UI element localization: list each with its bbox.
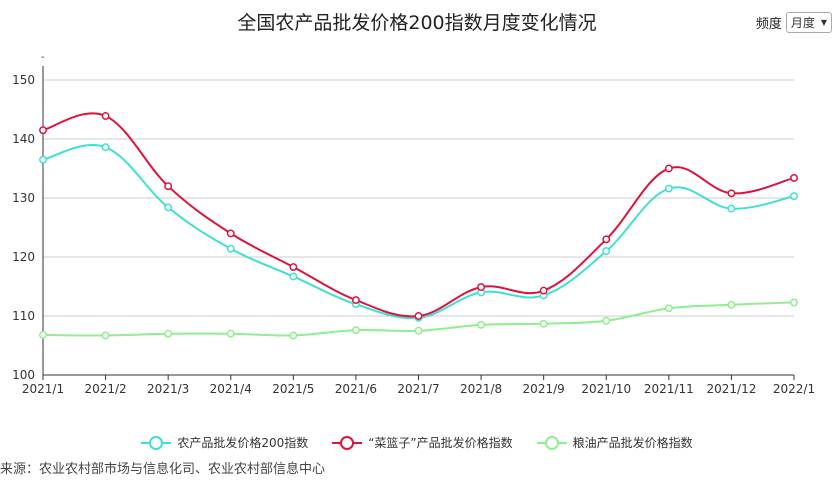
- data-point[interactable]: [664, 184, 673, 193]
- data-point[interactable]: [289, 331, 298, 340]
- legend-item-0[interactable]: 农产品批发价格200指数: [141, 434, 308, 451]
- data-point[interactable]: [39, 155, 47, 164]
- data-point[interactable]: [664, 304, 673, 313]
- data-point[interactable]: [539, 319, 548, 328]
- data-point[interactable]: [790, 173, 798, 182]
- legend-marker: [149, 435, 164, 450]
- x-tick-label: 2021/5: [272, 382, 314, 396]
- data-point[interactable]: [414, 312, 423, 320]
- x-tick-label: 2021/12: [706, 382, 756, 396]
- data-point[interactable]: [289, 272, 298, 281]
- legend-item-1[interactable]: “菜篮子”产品批发价格指数: [332, 434, 513, 451]
- data-point[interactable]: [727, 204, 736, 213]
- data-point[interactable]: [164, 329, 173, 338]
- legend-swatch: [332, 435, 363, 450]
- x-tick-label: 2021/11: [644, 382, 694, 396]
- y-tick-label: 130: [12, 191, 35, 205]
- legend-label: 粮油产品批发价格指数: [572, 436, 693, 450]
- chart-legend: 农产品批发价格200指数 “菜篮子”产品批发价格指数 粮油产品批发价格指数: [0, 434, 834, 451]
- y-tick-label: 150: [12, 73, 35, 87]
- data-point[interactable]: [164, 182, 173, 191]
- x-tick-label: 2021/8: [460, 382, 502, 396]
- legend-marker: [544, 435, 559, 450]
- x-tick-label: 2021/10: [581, 382, 631, 396]
- data-point[interactable]: [226, 244, 235, 253]
- frequency-control: 频度 月度 ▼: [756, 12, 832, 33]
- data-point[interactable]: [39, 330, 47, 339]
- data-point[interactable]: [727, 189, 736, 198]
- legend-label: “菜篮子”产品批发价格指数: [368, 436, 513, 450]
- legend-swatch: [536, 435, 567, 450]
- data-point[interactable]: [226, 329, 235, 338]
- y-axis-marker: -: [41, 52, 45, 63]
- data-point[interactable]: [39, 126, 47, 135]
- x-tick-label: 2021/4: [210, 382, 252, 396]
- y-tick-label: 120: [12, 250, 35, 264]
- data-point[interactable]: [101, 143, 110, 152]
- data-point[interactable]: [602, 235, 611, 244]
- x-tick-label: 2022/1: [773, 382, 815, 396]
- source-note: 来源：农业农村部市场与信息化司、农业农村部信息中心: [0, 462, 326, 477]
- y-tick-label: 100: [12, 368, 35, 382]
- data-point[interactable]: [351, 296, 360, 305]
- chevron-down-icon: ▼: [820, 18, 827, 27]
- data-point[interactable]: [477, 283, 486, 292]
- x-tick-label: 2021/2: [84, 382, 126, 396]
- x-tick-label: 2021/1: [22, 382, 64, 396]
- x-tick-label: 2021/6: [335, 382, 377, 396]
- data-point[interactable]: [101, 331, 110, 340]
- legend-item-2[interactable]: 粮油产品批发价格指数: [536, 434, 693, 451]
- legend-marker: [340, 435, 355, 450]
- data-point[interactable]: [539, 286, 548, 295]
- x-tick-label: 2021/7: [397, 382, 439, 396]
- legend-label: 农产品批发价格200指数: [177, 436, 309, 450]
- data-point[interactable]: [226, 229, 235, 238]
- y-tick-label: 140: [12, 132, 35, 146]
- data-point[interactable]: [664, 164, 673, 173]
- legend-swatch: [141, 435, 172, 450]
- data-point[interactable]: [289, 263, 298, 271]
- frequency-label: 频度: [755, 17, 782, 32]
- frequency-select[interactable]: 月度 ▼: [785, 12, 832, 33]
- data-point[interactable]: [164, 203, 173, 212]
- data-point[interactable]: [477, 320, 486, 329]
- y-tick-label: 110: [12, 309, 35, 323]
- data-point[interactable]: [351, 326, 360, 335]
- data-point[interactable]: [790, 192, 798, 201]
- x-tick-label: 2021/3: [147, 382, 189, 396]
- data-point[interactable]: [414, 326, 423, 335]
- chart-title: 全国农产品批发价格200指数月度变化情况: [237, 12, 597, 34]
- data-point[interactable]: [101, 112, 110, 120]
- data-point[interactable]: [602, 316, 611, 325]
- frequency-value: 月度: [790, 16, 815, 30]
- data-point[interactable]: [727, 300, 736, 309]
- data-point[interactable]: [602, 247, 611, 256]
- series-line-1: [42, 112, 795, 318]
- data-point[interactable]: [790, 298, 798, 307]
- x-tick-label: 2021/9: [523, 382, 565, 396]
